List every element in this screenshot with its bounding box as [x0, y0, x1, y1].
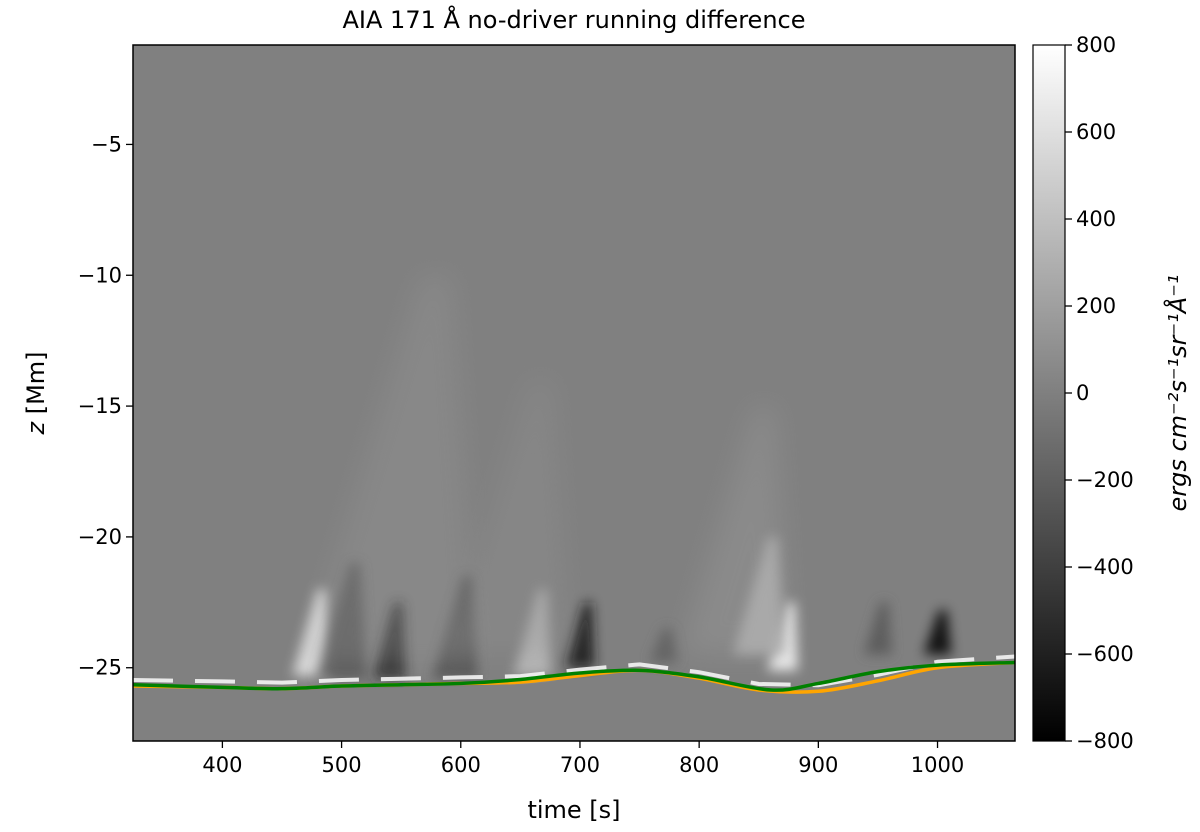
colorbar-tick-label: 600 — [1076, 120, 1116, 144]
heatmap-features — [292, 275, 952, 679]
colorbar-tick-label: −400 — [1076, 555, 1134, 579]
heatmap-feature-7 — [923, 610, 952, 655]
surface-streak — [133, 654, 1015, 688]
surface-region — [133, 665, 1015, 741]
x-tick-label: 1000 — [911, 753, 964, 777]
colorbar-ticks: 800 600 400 200 0 −200 −400 −600 −800 — [1065, 33, 1134, 753]
colorbar-tick-label: −800 — [1076, 729, 1134, 753]
y-tick-label: −15 — [78, 394, 122, 418]
y-tick-label: −10 — [78, 263, 122, 287]
colorbar-tick-label: −600 — [1076, 642, 1134, 666]
heatmap-feature-5 — [565, 602, 595, 668]
x-tick-label: 500 — [322, 753, 362, 777]
x-tick-label: 400 — [202, 753, 242, 777]
y-axis-label: z [Mm] — [22, 351, 50, 435]
colorbar-label: ergs cm⁻²s⁻¹sr⁻¹Å⁻¹ — [1163, 274, 1192, 511]
colorbar-tick-label: 800 — [1076, 33, 1116, 57]
x-axis-label: time [s] — [527, 796, 620, 824]
heatmap-feature-11 — [732, 536, 785, 655]
heatmap-feature-12 — [863, 602, 892, 655]
heatmap-feature-8 — [302, 275, 476, 668]
colorbar-tick-label: 0 — [1076, 381, 1089, 405]
y-tick-label: −5 — [91, 132, 122, 156]
series-layer — [133, 660, 1015, 694]
colorbar-tick-label: 400 — [1076, 207, 1116, 231]
heatmap-feature-9 — [448, 379, 569, 655]
series-line-1 — [133, 660, 1015, 692]
y-axis: −5 −10 −15 −20 −25 — [78, 132, 133, 680]
heatmap-feature-13 — [649, 628, 678, 663]
x-axis: 400 500 600 700 800 900 1000 — [202, 741, 964, 777]
x-tick-label: 700 — [560, 753, 600, 777]
colorbar-tick-label: −200 — [1076, 468, 1134, 492]
x-tick-label: 800 — [679, 753, 719, 777]
plot-frame — [132, 44, 1016, 742]
colorbar-tick-label: 200 — [1076, 294, 1116, 318]
chart-title: AIA 171 Å no-driver running difference — [343, 5, 806, 34]
y-tick-label: −25 — [78, 656, 122, 680]
surface-layer — [133, 654, 1015, 741]
x-tick-label: 900 — [798, 753, 838, 777]
y-tick-label: −20 — [78, 525, 122, 549]
heatmap-background — [133, 45, 1015, 741]
x-tick-label: 600 — [441, 753, 481, 777]
colorbar — [1032, 44, 1066, 742]
